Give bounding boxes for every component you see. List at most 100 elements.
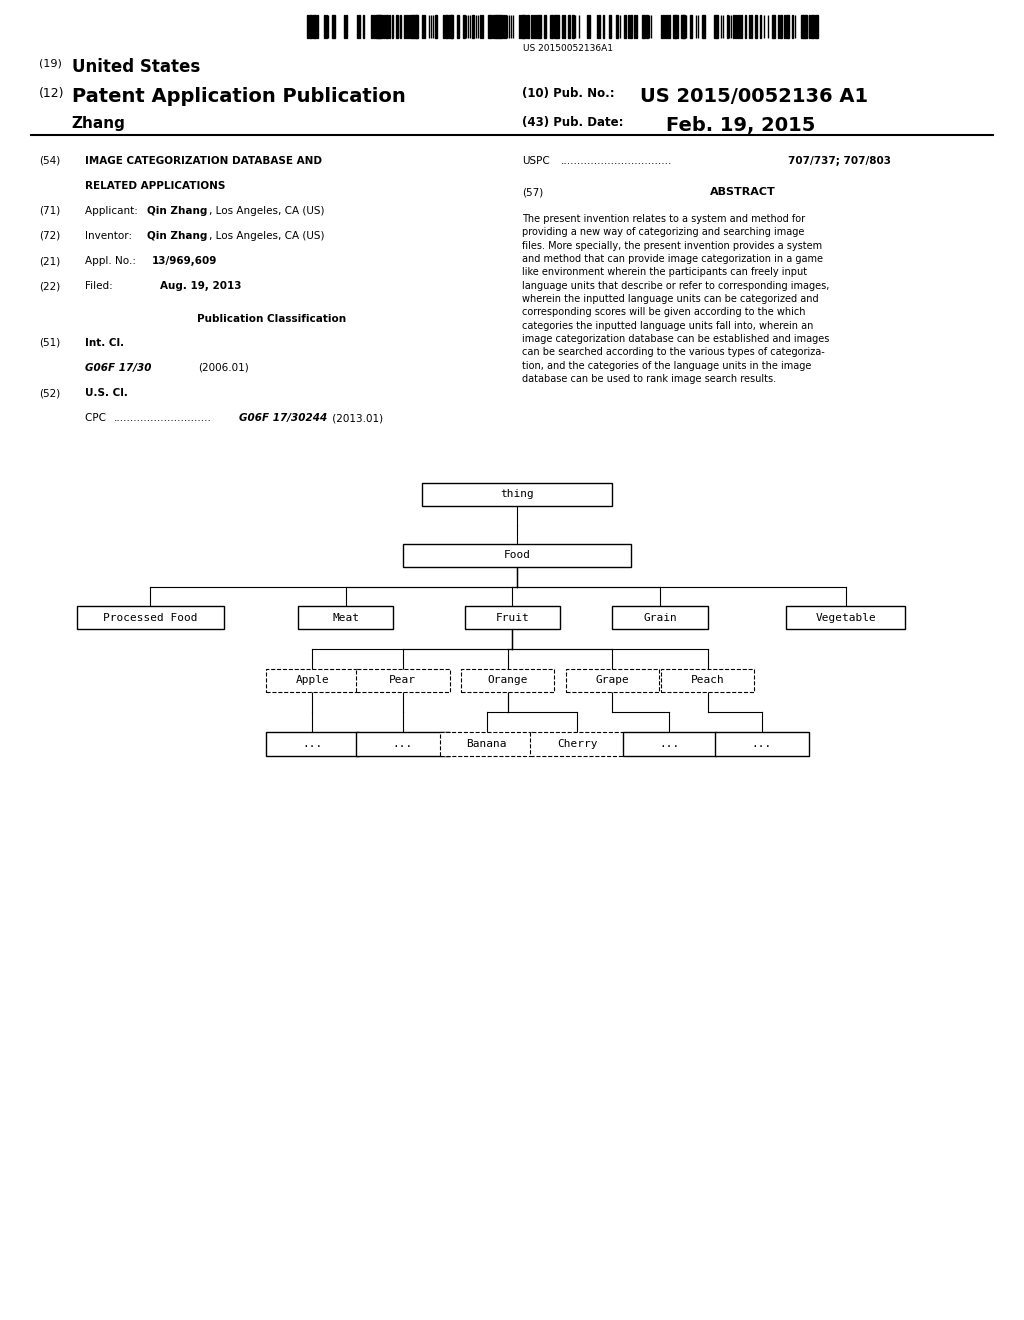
Text: (10) Pub. No.:: (10) Pub. No.: <box>522 87 614 100</box>
Bar <box>406 15 408 38</box>
Bar <box>530 733 624 755</box>
Bar <box>358 15 360 38</box>
Bar <box>497 15 499 38</box>
Bar <box>715 15 716 38</box>
Bar <box>552 15 553 38</box>
Text: US 20150052136A1: US 20150052136A1 <box>523 44 613 53</box>
Text: (2006.01): (2006.01) <box>198 363 249 374</box>
Bar <box>717 15 718 38</box>
Bar <box>521 15 523 38</box>
Text: Food: Food <box>504 550 530 561</box>
Bar <box>395 15 398 38</box>
Bar <box>646 15 648 38</box>
Bar <box>599 15 600 38</box>
Bar <box>673 15 676 38</box>
Text: Publication Classification: Publication Classification <box>197 314 346 325</box>
Bar <box>733 15 734 38</box>
Text: (54): (54) <box>39 156 60 166</box>
Bar <box>544 15 546 38</box>
Text: Applicant:: Applicant: <box>85 206 141 216</box>
Bar <box>609 15 610 38</box>
Text: Fruit: Fruit <box>496 612 529 623</box>
Bar <box>615 15 618 38</box>
Bar <box>624 15 627 38</box>
Bar <box>803 15 805 38</box>
Bar <box>772 15 774 38</box>
Bar <box>332 15 334 38</box>
Bar <box>565 668 659 692</box>
Bar <box>683 15 685 38</box>
Bar <box>702 15 705 38</box>
Bar <box>540 15 542 38</box>
Text: (72): (72) <box>39 231 60 242</box>
Bar <box>265 733 359 755</box>
Text: Appl. No.:: Appl. No.: <box>85 256 142 267</box>
Text: ...: ... <box>752 739 772 748</box>
Text: U.S. Cl.: U.S. Cl. <box>85 388 128 399</box>
Text: Apple: Apple <box>296 676 330 685</box>
Bar <box>786 606 905 630</box>
Bar <box>377 15 380 38</box>
Bar <box>568 15 570 38</box>
Text: Int. Cl.: Int. Cl. <box>85 338 124 348</box>
Bar <box>589 15 590 38</box>
Bar <box>727 15 728 38</box>
Text: RELATED APPLICATIONS: RELATED APPLICATIONS <box>85 181 225 191</box>
Bar <box>550 15 552 38</box>
Bar <box>630 15 632 38</box>
Text: IMAGE CATEGORIZATION DATABASE AND: IMAGE CATEGORIZATION DATABASE AND <box>85 156 322 166</box>
Bar <box>505 15 506 38</box>
Bar <box>356 15 357 38</box>
Bar <box>464 15 465 38</box>
Bar <box>642 15 644 38</box>
Text: (2013.01): (2013.01) <box>329 413 383 424</box>
Bar <box>660 668 755 692</box>
Bar <box>495 15 496 38</box>
Bar <box>572 15 573 38</box>
Bar <box>780 15 782 38</box>
Text: Meat: Meat <box>332 612 359 623</box>
Text: .................................: ................................. <box>561 156 673 166</box>
Bar <box>623 733 716 755</box>
Text: (71): (71) <box>39 206 60 216</box>
Text: Feb. 19, 2015: Feb. 19, 2015 <box>666 116 815 135</box>
Bar <box>503 15 504 38</box>
Text: Vegetable: Vegetable <box>815 612 877 623</box>
Text: Processed Food: Processed Food <box>103 612 198 623</box>
Text: Zhang: Zhang <box>72 116 126 131</box>
Text: Inventor:: Inventor: <box>85 231 138 242</box>
Bar <box>705 15 706 38</box>
Bar <box>434 15 436 38</box>
Bar <box>265 668 359 692</box>
Text: Patent Application Publication: Patent Application Publication <box>72 87 406 106</box>
Bar <box>715 733 809 755</box>
Bar <box>375 15 378 38</box>
Text: Cherry: Cherry <box>557 739 597 748</box>
Text: 707/737; 707/803: 707/737; 707/803 <box>788 156 892 166</box>
Bar <box>399 15 401 38</box>
Bar <box>499 15 500 38</box>
Bar <box>501 15 503 38</box>
Text: (43) Pub. Date:: (43) Pub. Date: <box>522 116 624 129</box>
Bar <box>527 15 529 38</box>
Text: (57): (57) <box>522 187 544 198</box>
Text: thing: thing <box>501 490 534 499</box>
Text: (19): (19) <box>39 58 61 69</box>
Bar <box>681 15 684 38</box>
Bar <box>326 15 327 38</box>
Bar <box>472 15 473 38</box>
Text: Filed:: Filed: <box>85 281 113 292</box>
Text: Aug. 19, 2013: Aug. 19, 2013 <box>160 281 242 292</box>
Bar <box>634 15 635 38</box>
Text: , Los Angeles, CA (US): , Los Angeles, CA (US) <box>209 231 325 242</box>
Bar <box>490 15 492 38</box>
Bar <box>402 544 632 568</box>
Text: Orange: Orange <box>487 676 527 685</box>
Text: (52): (52) <box>39 388 60 399</box>
Bar <box>741 15 742 38</box>
Bar <box>669 15 671 38</box>
Bar <box>452 15 453 38</box>
Bar <box>298 606 393 630</box>
Bar <box>450 15 452 38</box>
Bar <box>362 15 364 38</box>
